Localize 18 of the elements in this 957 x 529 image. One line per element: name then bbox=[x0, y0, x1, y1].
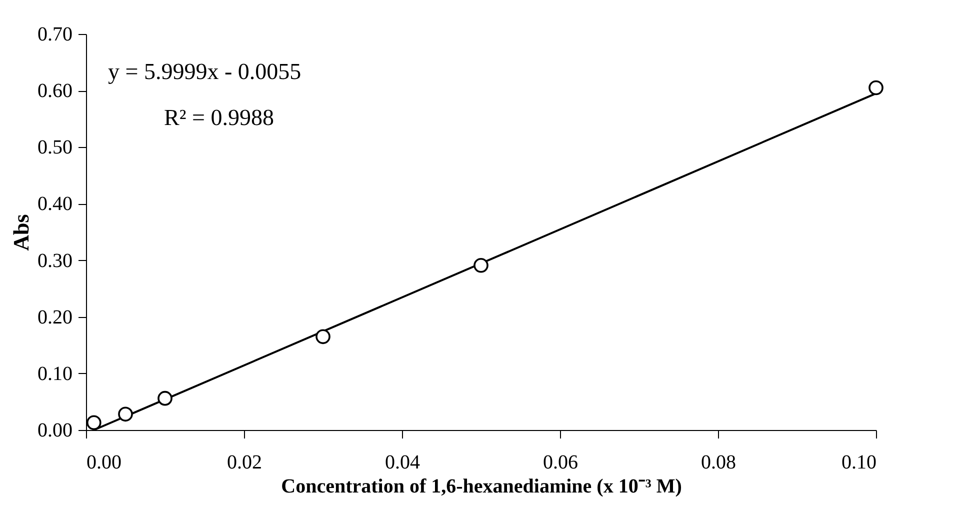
y-tick-label: 0.40 bbox=[38, 193, 72, 216]
y-tick-label: 0.30 bbox=[38, 250, 72, 272]
x-tick-label: 0.08 bbox=[701, 452, 736, 474]
x-tick-label: 0.06 bbox=[543, 452, 578, 474]
y-axis-title: Abs bbox=[8, 214, 34, 251]
x-axis-title: Concentration of 1,6-hexanediamine (x 10⁻³ M) bbox=[281, 476, 682, 498]
y-tick-label: 0.50 bbox=[38, 136, 72, 159]
x-tick-label: 0.02 bbox=[227, 452, 262, 474]
y-tick-label: 0.00 bbox=[38, 420, 72, 442]
x-tick-label: 0.10 bbox=[842, 452, 876, 474]
x-tick-label: 0.00 bbox=[86, 452, 122, 474]
y-tick-label: 0.20 bbox=[38, 306, 72, 328]
annotation: R² = 0.9988 bbox=[164, 105, 274, 130]
y-tick-label: 0.70 bbox=[38, 24, 72, 46]
y-tick-label: 0.10 bbox=[38, 362, 72, 385]
annotation: y = 5.9999x - 0.0055 bbox=[108, 59, 302, 84]
y-tick-label: 0.60 bbox=[38, 80, 72, 102]
x-tick-label: 0.04 bbox=[385, 452, 420, 474]
